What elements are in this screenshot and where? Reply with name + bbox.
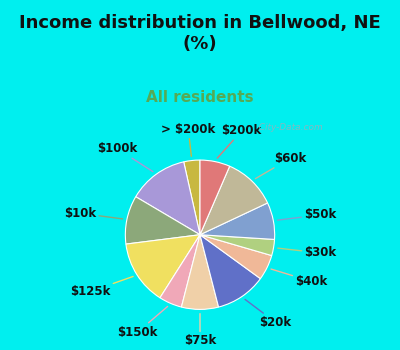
Wedge shape: [200, 235, 274, 256]
Text: City-Data.com: City-Data.com: [254, 123, 323, 132]
Text: $30k: $30k: [278, 246, 336, 259]
Wedge shape: [136, 162, 200, 235]
Wedge shape: [200, 235, 272, 279]
Wedge shape: [200, 160, 230, 235]
Text: $125k: $125k: [70, 276, 133, 298]
Text: $20k: $20k: [245, 299, 292, 329]
Text: $150k: $150k: [118, 307, 168, 338]
Wedge shape: [125, 197, 200, 244]
Text: Income distribution in Bellwood, NE
(%): Income distribution in Bellwood, NE (%): [19, 14, 381, 53]
Text: $200k: $200k: [217, 124, 262, 158]
Text: $50k: $50k: [278, 208, 336, 221]
Wedge shape: [200, 203, 275, 239]
Wedge shape: [200, 235, 260, 307]
Text: $75k: $75k: [184, 314, 216, 347]
Text: $10k: $10k: [64, 207, 123, 220]
Text: $60k: $60k: [256, 152, 306, 178]
Wedge shape: [160, 235, 200, 307]
Wedge shape: [200, 166, 268, 235]
Text: $100k: $100k: [98, 142, 153, 172]
Wedge shape: [182, 235, 218, 309]
Wedge shape: [126, 235, 200, 298]
Text: All residents: All residents: [146, 90, 254, 105]
Wedge shape: [184, 160, 200, 235]
Text: > $200k: > $200k: [161, 123, 216, 156]
Text: $40k: $40k: [271, 269, 328, 288]
